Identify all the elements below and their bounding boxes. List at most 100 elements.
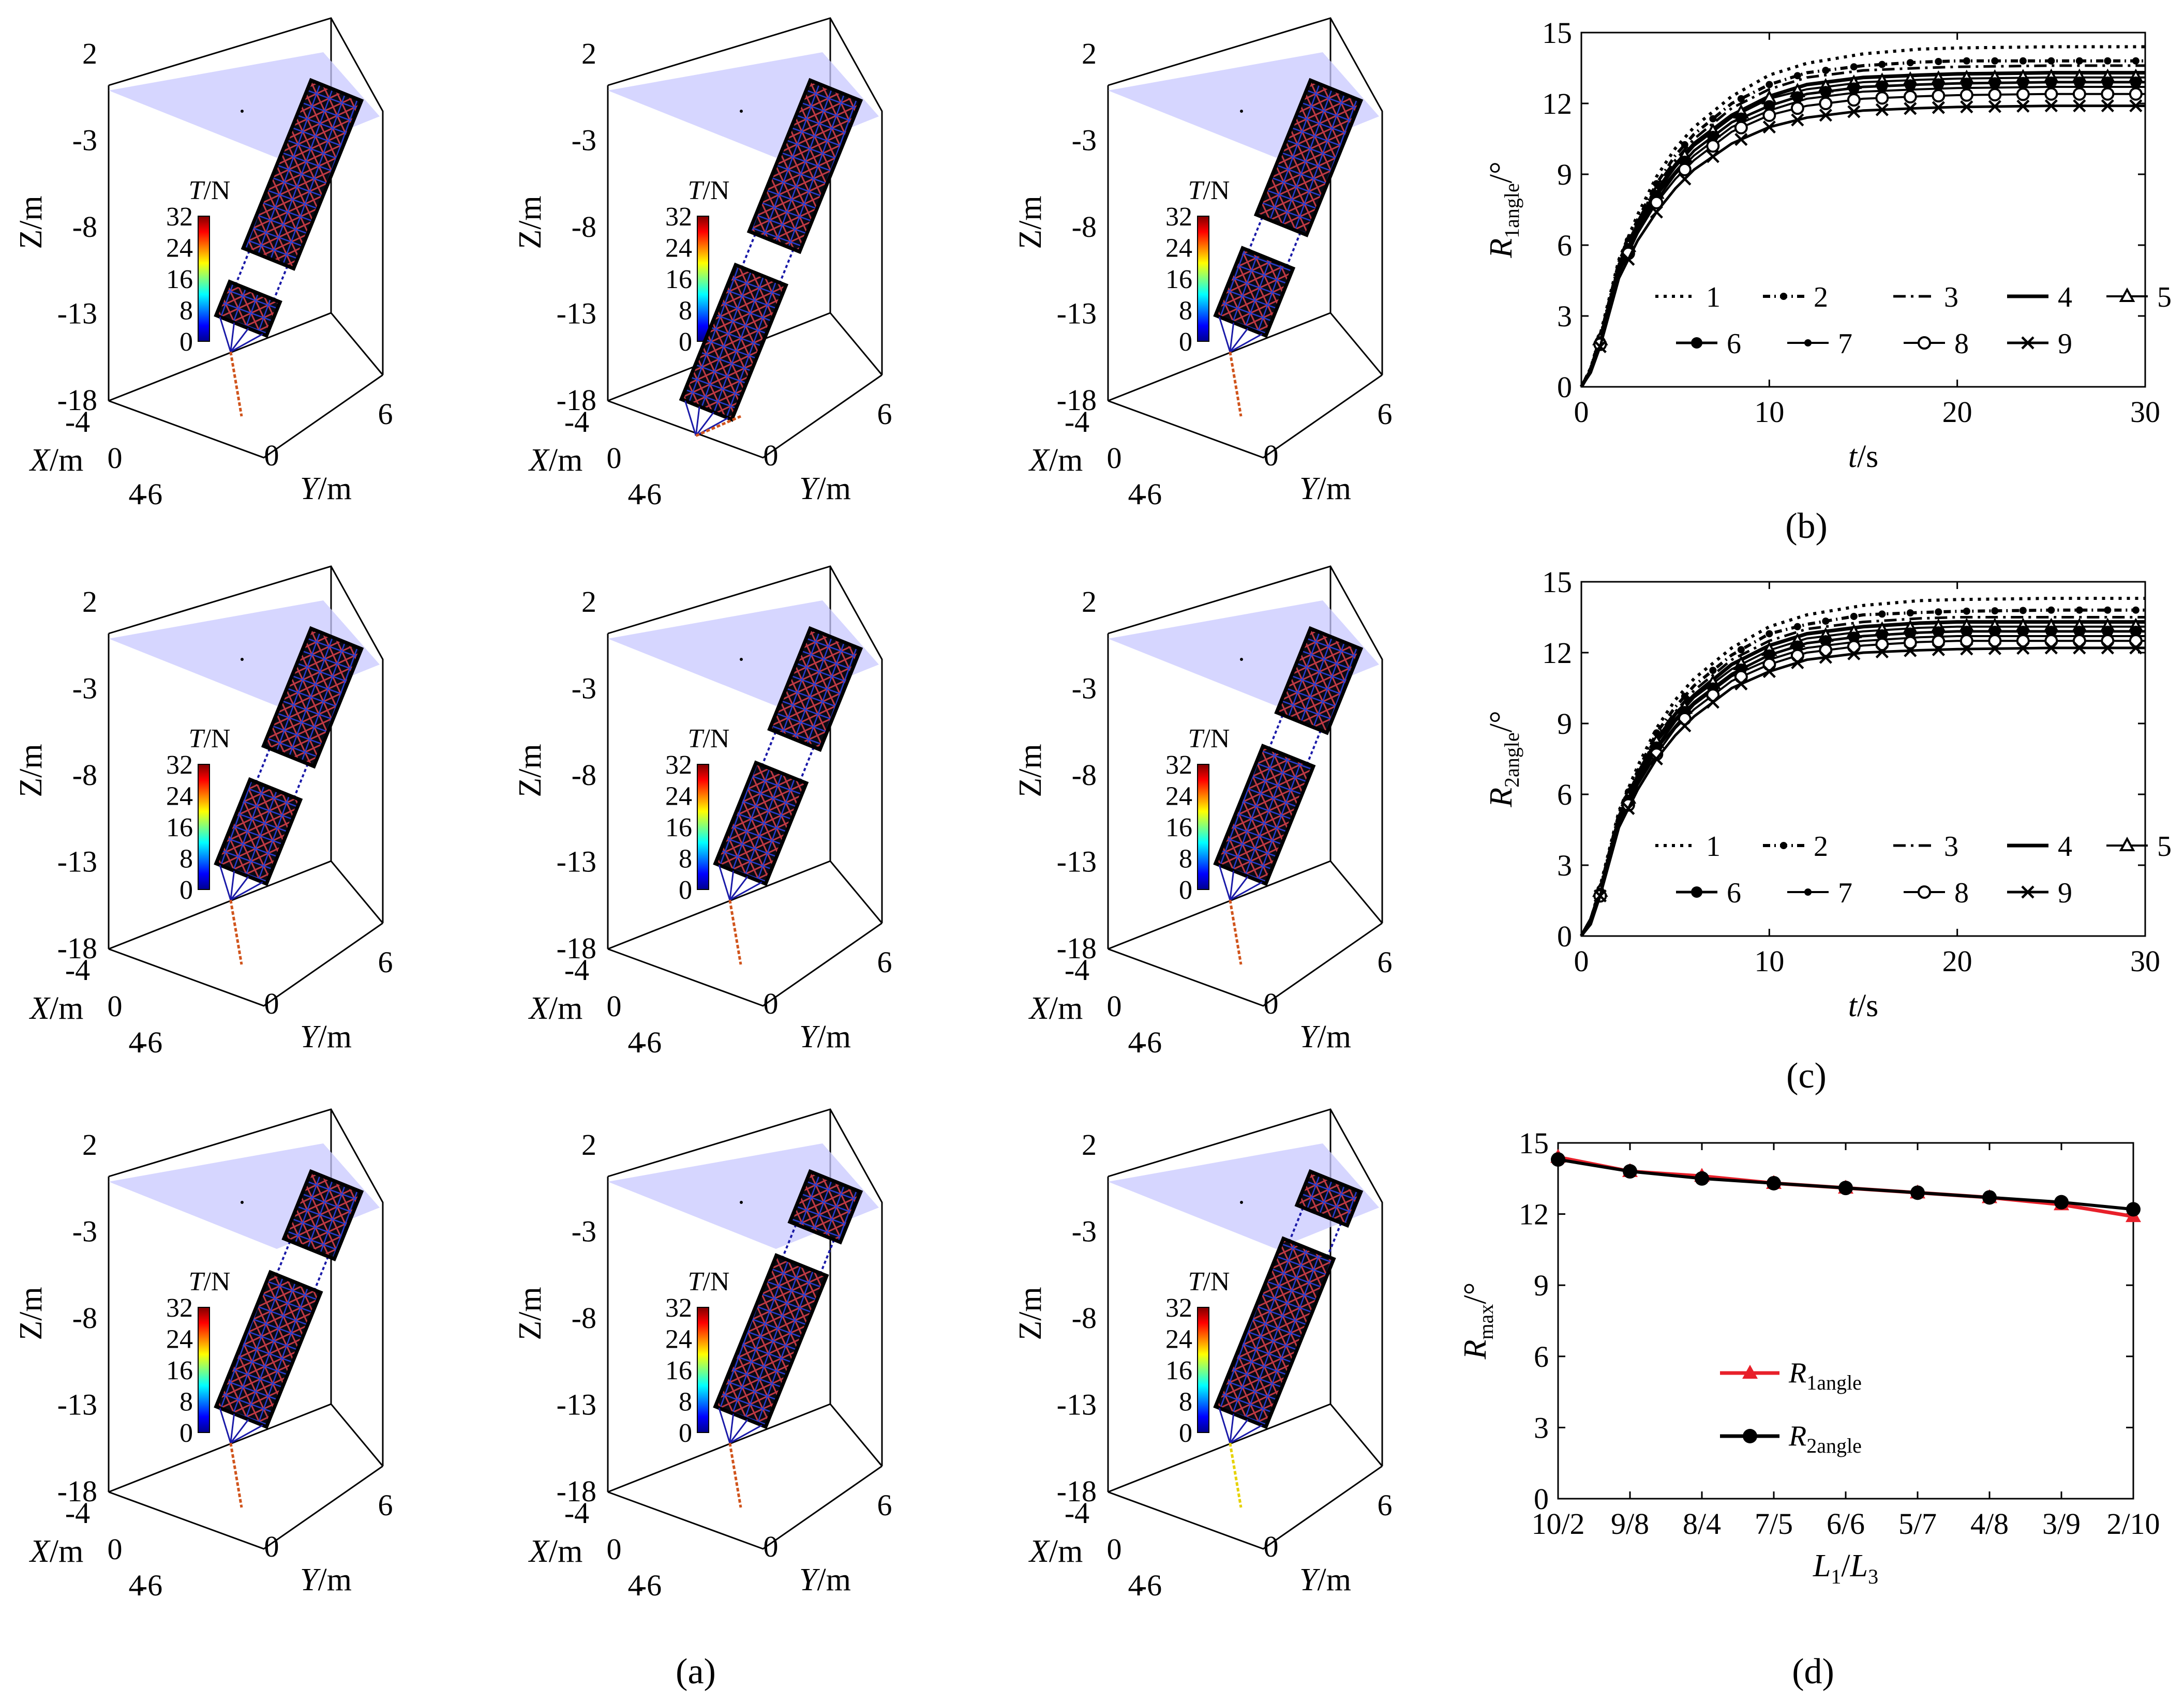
bridle-line	[718, 1408, 731, 1443]
colorbar-tick-label: 24	[665, 1325, 692, 1354]
anchor-line	[229, 351, 243, 417]
x-tick-label: 4	[129, 1026, 144, 1059]
net-cage-upper	[787, 1169, 863, 1245]
colorbar-tick-label: 32	[1165, 202, 1192, 232]
z-axis-label: Z/m	[1013, 744, 1048, 797]
x-tick-label: 0	[108, 441, 123, 475]
connecting-rope	[235, 250, 250, 285]
y-tick-label: 0	[1534, 1482, 1549, 1516]
colorbar-tick-label: 8	[679, 845, 692, 874]
series-marker-8	[1790, 101, 1804, 115]
series-marker-2	[2075, 606, 2083, 614]
net-cage-upper	[241, 78, 364, 271]
bridle-line	[1230, 881, 1263, 901]
colorbar-tick-label: 32	[665, 1293, 692, 1323]
box-edge	[1108, 17, 1383, 375]
panel-a: 2-3-8-13-18Z/m-404X/m-606Y/mT/N322416802…	[13, 17, 1393, 1602]
origin-dot	[241, 1201, 244, 1204]
series-marker-8	[1988, 88, 2002, 102]
y-tick-label: 6	[1557, 229, 1572, 262]
z-axis-label: Z/m	[513, 744, 548, 797]
connecting-rope	[741, 233, 757, 268]
y-axis-label: Y/m	[300, 1019, 352, 1054]
y-tick-label: -6	[138, 477, 162, 511]
series-marker-8	[1706, 139, 1720, 153]
bridle-line	[1230, 333, 1263, 353]
legend-marker-7	[1804, 339, 1812, 346]
x-tick-label: 7/5	[1755, 1507, 1793, 1541]
z-axis-label: Z/m	[1013, 195, 1048, 249]
colorbar-tick-label: 24	[166, 782, 193, 811]
y-tick-label: 6	[1534, 1340, 1549, 1374]
series-marker-8	[2016, 87, 2030, 101]
bridle-line	[1229, 322, 1235, 352]
bridle-line	[729, 881, 762, 901]
colorbar-title: T/N	[1188, 724, 1230, 753]
series-marker-2	[1906, 609, 1914, 617]
bridle-line	[230, 1419, 249, 1444]
z-tick-label: 2	[581, 585, 596, 619]
x-axis-label: X/m	[528, 991, 582, 1026]
series-marker-R2angle	[2054, 1195, 2069, 1210]
connecting-rope	[1326, 1222, 1342, 1257]
y-tick-label: 0	[1264, 1530, 1279, 1563]
z-tick-label: -18	[557, 383, 596, 417]
z-tick-label: -13	[57, 1388, 97, 1422]
x-axis-label: X/m	[1028, 443, 1083, 478]
box-edge	[108, 1403, 384, 1493]
series-marker-2	[1906, 59, 1914, 67]
bridle-line	[219, 1408, 232, 1443]
box-edge	[108, 1108, 384, 1466]
y-tick-label: 9	[1557, 707, 1572, 741]
z-tick-label: -18	[57, 931, 97, 965]
colorbar-tick-label: 16	[166, 1356, 193, 1385]
colorbar	[198, 764, 210, 890]
y-tick-label: 9	[1534, 1269, 1549, 1302]
y-axis-label: Y/m	[1299, 1562, 1351, 1597]
bridle-line	[1218, 865, 1231, 900]
z-tick-label: -8	[1072, 758, 1097, 792]
series-marker-R2angle	[2126, 1202, 2141, 1217]
series-marker-2	[1850, 612, 1858, 620]
bridle-line	[1229, 1413, 1235, 1443]
z-axis-label: Z/m	[13, 744, 49, 797]
series-line-3	[1580, 616, 2145, 937]
x-tick-label: -4	[564, 953, 589, 987]
colorbar-title: T/N	[1188, 176, 1230, 205]
box-edge	[607, 860, 883, 950]
box-edge	[1108, 1465, 1383, 1550]
series-marker-8	[2072, 87, 2086, 101]
connecting-rope	[313, 1256, 330, 1291]
x-axis-label: L1/L3	[1813, 1548, 1878, 1588]
series-marker-R2angle	[1695, 1171, 1709, 1186]
colorbar-tick-label: 0	[679, 876, 692, 905]
box-edge	[108, 922, 383, 1007]
series-marker-8	[1819, 97, 1833, 110]
legend-label-1: 1	[1706, 281, 1721, 313]
box-edge	[108, 17, 384, 375]
net-cage-lower	[679, 262, 789, 422]
z-tick-label: -18	[1057, 383, 1097, 417]
bridle-line	[695, 406, 700, 436]
bridle-line	[230, 327, 249, 353]
y-axis-label: Y/m	[799, 1019, 851, 1054]
y-tick-label: -6	[1137, 1569, 1162, 1602]
colorbar-tick-label: 32	[1165, 750, 1192, 780]
z-tick-label: -3	[572, 124, 596, 157]
y-tick-label: 0	[764, 987, 779, 1020]
x-axis-label: X/m	[528, 443, 582, 478]
y-tick-label: 6	[1378, 397, 1393, 431]
net-cage-lower	[1213, 246, 1296, 338]
z-tick-label: -13	[557, 1388, 596, 1422]
colorbar-tick-label: 8	[1179, 296, 1192, 326]
x-axis-label: t/s	[1848, 988, 1879, 1023]
x-tick-label: 4	[1128, 1026, 1143, 1059]
z-tick-label: 2	[581, 37, 596, 70]
net-cage-lower	[214, 777, 303, 886]
panel-d-chart: 0 3 6 9 12 15 10/2 9/8 8/4 7/5 6/6 5/7 4/8 3/9 2/10 R1a…	[1458, 1126, 2160, 1692]
colorbar-tick-label: 16	[665, 265, 692, 294]
y-tick-label: 12	[1542, 636, 1572, 670]
plot-frame	[1580, 32, 2146, 388]
